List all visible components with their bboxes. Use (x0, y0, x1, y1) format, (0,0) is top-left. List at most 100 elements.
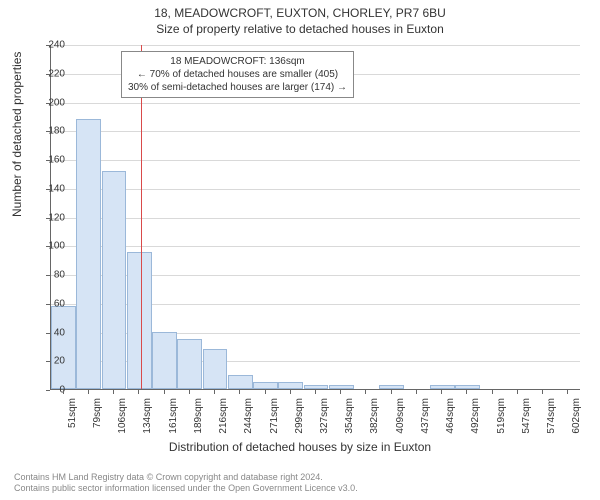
x-tick-label: 161sqm (168, 398, 179, 438)
x-tick-mark (265, 390, 266, 394)
y-tick-label: 140 (48, 183, 65, 194)
x-tick-label: 327sqm (319, 398, 330, 438)
x-tick-mark (365, 390, 366, 394)
y-tick-mark (46, 390, 50, 391)
chart-title-address: 18, MEADOWCROFT, EUXTON, CHORLEY, PR7 6B… (0, 6, 600, 20)
y-tick-mark (46, 189, 50, 190)
x-tick-mark (88, 390, 89, 394)
annotation-line1: 18 MEADOWCROFT: 136sqm (128, 55, 347, 68)
y-tick-label: 220 (48, 68, 65, 79)
histogram-bar (329, 385, 354, 389)
x-tick-label: 299sqm (294, 398, 305, 438)
x-tick-mark (567, 390, 568, 394)
x-tick-mark (340, 390, 341, 394)
histogram-bar (278, 382, 303, 389)
x-tick-label: 602sqm (571, 398, 582, 438)
y-tick-mark (46, 333, 50, 334)
grid-line (51, 103, 580, 104)
x-tick-mark (239, 390, 240, 394)
y-tick-mark (46, 218, 50, 219)
grid-line (51, 160, 580, 161)
x-tick-label: 106sqm (117, 398, 128, 438)
grid-line (51, 218, 580, 219)
histogram-bar (177, 339, 202, 389)
y-tick-label: 40 (54, 327, 65, 338)
y-tick-mark (46, 45, 50, 46)
y-tick-mark (46, 131, 50, 132)
x-tick-label: 547sqm (521, 398, 532, 438)
x-tick-label: 382sqm (369, 398, 380, 438)
x-tick-label: 271sqm (269, 398, 280, 438)
y-tick-label: 200 (48, 97, 65, 108)
y-tick-label: 160 (48, 155, 65, 166)
annotation-box: 18 MEADOWCROFT: 136sqm ← 70% of detached… (121, 51, 354, 98)
x-axis-label: Distribution of detached houses by size … (0, 440, 600, 454)
histogram-bar (228, 375, 253, 389)
y-tick-label: 100 (48, 241, 65, 252)
histogram-bar (430, 385, 455, 389)
annotation-line2: ← 70% of detached houses are smaller (40… (128, 68, 347, 81)
histogram-bar (51, 306, 76, 389)
y-tick-label: 240 (48, 40, 65, 51)
x-tick-mark (517, 390, 518, 394)
y-tick-label: 20 (54, 356, 65, 367)
x-tick-mark (63, 390, 64, 394)
x-tick-label: 519sqm (496, 398, 507, 438)
x-tick-label: 492sqm (470, 398, 481, 438)
y-tick-mark (46, 275, 50, 276)
histogram-bar (102, 171, 127, 390)
x-tick-label: 464sqm (445, 398, 456, 438)
x-tick-mark (189, 390, 190, 394)
x-tick-label: 51sqm (67, 398, 78, 438)
y-tick-mark (46, 74, 50, 75)
x-tick-mark (542, 390, 543, 394)
grid-line (51, 131, 580, 132)
x-tick-label: 244sqm (243, 398, 254, 438)
x-tick-mark (492, 390, 493, 394)
histogram-bar (253, 382, 278, 389)
y-tick-mark (46, 361, 50, 362)
histogram-bar (304, 385, 329, 389)
x-tick-mark (164, 390, 165, 394)
histogram-bar (152, 332, 177, 390)
y-axis-label: Number of detached properties (10, 52, 24, 217)
footer-attribution: Contains HM Land Registry data © Crown c… (14, 472, 358, 494)
histogram-bar (76, 119, 101, 389)
x-tick-mark (391, 390, 392, 394)
y-tick-label: 60 (54, 298, 65, 309)
chart-title-description: Size of property relative to detached ho… (0, 22, 600, 36)
y-tick-label: 80 (54, 270, 65, 281)
y-tick-label: 180 (48, 126, 65, 137)
x-tick-label: 79sqm (92, 398, 103, 438)
grid-line (51, 45, 580, 46)
x-tick-mark (113, 390, 114, 394)
x-tick-label: 574sqm (546, 398, 557, 438)
y-tick-mark (46, 246, 50, 247)
y-tick-mark (46, 160, 50, 161)
histogram-bar (127, 252, 152, 389)
footer-line1: Contains HM Land Registry data © Crown c… (14, 472, 358, 483)
x-tick-label: 437sqm (420, 398, 431, 438)
footer-line2: Contains public sector information licen… (14, 483, 358, 494)
annotation-line3: 30% of semi-detached houses are larger (… (128, 81, 347, 94)
grid-line (51, 246, 580, 247)
x-tick-mark (315, 390, 316, 394)
plot-area: 18 MEADOWCROFT: 136sqm ← 70% of detached… (50, 45, 580, 390)
x-tick-label: 409sqm (395, 398, 406, 438)
y-tick-label: 120 (48, 212, 65, 223)
grid-line (51, 189, 580, 190)
histogram-bar (455, 385, 480, 389)
x-tick-mark (214, 390, 215, 394)
histogram-bar (379, 385, 404, 389)
x-tick-mark (290, 390, 291, 394)
x-tick-mark (416, 390, 417, 394)
x-tick-label: 216sqm (218, 398, 229, 438)
x-tick-mark (138, 390, 139, 394)
x-tick-mark (466, 390, 467, 394)
y-tick-mark (46, 304, 50, 305)
histogram-bar (203, 349, 228, 389)
x-tick-label: 189sqm (193, 398, 204, 438)
x-tick-label: 354sqm (344, 398, 355, 438)
x-tick-mark (441, 390, 442, 394)
x-tick-label: 134sqm (142, 398, 153, 438)
